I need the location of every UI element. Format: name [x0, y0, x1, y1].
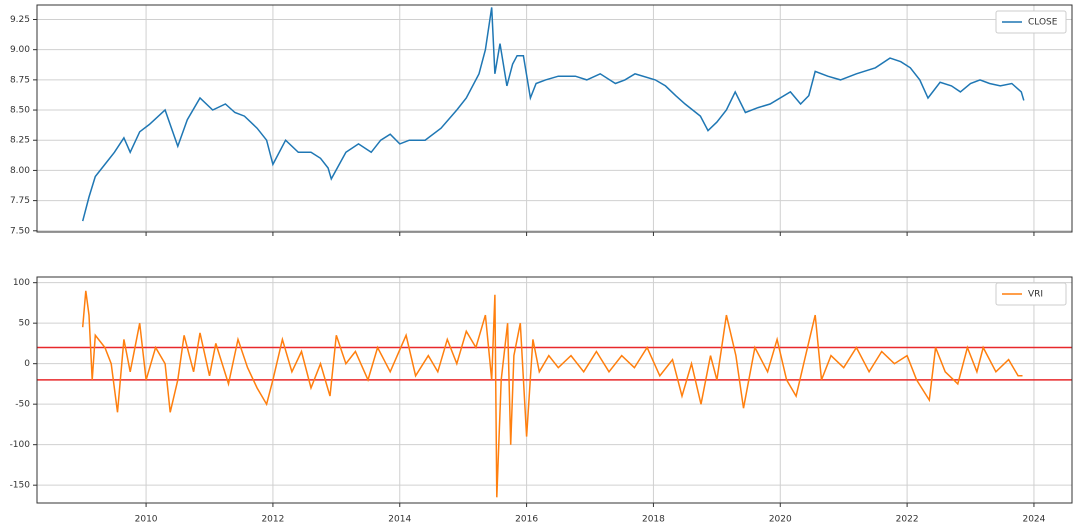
- x-tick-label: 2018: [642, 515, 665, 525]
- y-tick-label: 8.25: [10, 136, 30, 146]
- legend-label: VRI: [1028, 290, 1043, 300]
- y-tick-label: 9.00: [10, 45, 30, 55]
- y-tick-label: 7.75: [10, 196, 30, 206]
- plot-frame: [36, 276, 1073, 504]
- x-tick-label: 2010: [135, 515, 158, 525]
- data-line: [81, 7, 1025, 222]
- y-tick-label: 9.25: [10, 15, 30, 25]
- x-tick-label: 2020: [769, 515, 792, 525]
- legend-label: CLOSE: [1028, 18, 1058, 28]
- y-tick-label: 7.50: [10, 226, 30, 236]
- data-line: [81, 290, 1023, 498]
- y-tick-label: -150: [10, 481, 31, 491]
- y-tick-label: 100: [13, 278, 30, 288]
- x-tick-label: 2022: [896, 515, 919, 525]
- legend-box: [995, 10, 1067, 34]
- y-tick-label: 8.75: [10, 75, 30, 85]
- y-tick-label: -100: [10, 440, 31, 450]
- x-tick-label: 2014: [388, 515, 411, 525]
- legend-box: [995, 282, 1067, 306]
- y-tick-label: 50: [19, 319, 31, 329]
- plot-frame: [36, 4, 1073, 233]
- x-tick-label: 2024: [1022, 515, 1045, 525]
- y-tick-label: 8.00: [10, 166, 30, 176]
- x-tick-label: 2012: [261, 515, 284, 525]
- y-tick-label: -50: [15, 400, 30, 410]
- y-tick-label: 0: [24, 359, 30, 369]
- y-tick-label: 8.50: [10, 106, 30, 116]
- x-tick-label: 2016: [515, 515, 538, 525]
